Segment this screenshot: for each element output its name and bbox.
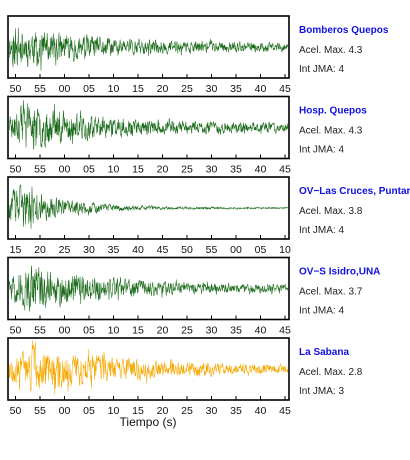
acel-max-label: Acel. Max. 2.8	[299, 367, 363, 378]
acel-max-label: Acel. Max. 3.8	[299, 206, 363, 217]
tick-label: 50	[10, 325, 22, 337]
tick-label: 15	[132, 83, 144, 95]
tick-label: 40	[132, 244, 144, 256]
int-jma-label: Int JMA: 4	[299, 145, 344, 156]
tick-label: 45	[279, 83, 291, 95]
tick-label: 40	[255, 164, 267, 176]
tick-label: 40	[255, 325, 267, 337]
waveform-trace	[8, 27, 289, 71]
tick-label: 45	[157, 244, 169, 256]
tick-label: 30	[206, 325, 218, 337]
tick-label: 55	[34, 325, 46, 337]
tick-label: 15	[132, 405, 144, 417]
x-axis-title: Tiempo (s)	[120, 415, 177, 429]
station-panel: 50 55 00 05 10 15 20 25 30 35 40 45 Bomberos Quepos A…	[7, 15, 389, 95]
tick-label: 20	[157, 164, 169, 176]
tick-label: 05	[255, 244, 267, 256]
tick-label: 00	[59, 405, 71, 417]
tick-label: 25	[181, 405, 193, 417]
tick-label: 05	[83, 405, 95, 417]
int-jma-label: Int JMA: 3	[299, 386, 344, 397]
tick-label: 55	[206, 244, 218, 256]
station-name: OV−S Isidro,UNA	[299, 267, 380, 278]
waveform-trace	[8, 340, 289, 395]
tick-label: 20	[157, 83, 169, 95]
tick-label: 55	[34, 405, 46, 417]
acel-max-label: Acel. Max. 4.3	[299, 45, 363, 56]
waveform-trace	[8, 265, 289, 312]
station-name: La Sabana	[299, 347, 349, 358]
tick-label: 10	[108, 83, 120, 95]
tick-label: 15	[10, 244, 22, 256]
panel-frame	[7, 176, 290, 240]
tick-label: 20	[157, 405, 169, 417]
tick-label: 30	[83, 244, 95, 256]
tick-label: 50	[10, 83, 22, 95]
tick-label: 35	[230, 405, 242, 417]
tick-label: 45	[279, 405, 291, 417]
station-panel: 50 55 00 05 10 15 20 25 30 35 40 45 La Sabana Acel. M…	[7, 337, 363, 417]
tick-label: 45	[279, 325, 291, 337]
tick-label: 30	[206, 405, 218, 417]
station-name: Bomberos Quepos	[299, 25, 389, 36]
tick-label: 35	[230, 83, 242, 95]
tick-label: 10	[108, 405, 120, 417]
acel-max-label: Acel. Max. 3.7	[299, 287, 363, 298]
tick-label: 10	[279, 244, 291, 256]
tick-label: 25	[181, 325, 193, 337]
station-name: Hosp. Quepos	[299, 106, 367, 117]
tick-label: 50	[10, 405, 22, 417]
tick-label: 05	[83, 83, 95, 95]
tick-label: 10	[108, 164, 120, 176]
tick-label: 30	[206, 164, 218, 176]
tick-label: 20	[34, 244, 46, 256]
tick-label: 40	[255, 405, 267, 417]
tick-label: 00	[59, 325, 71, 337]
tick-label: 35	[230, 164, 242, 176]
panel-frame	[7, 256, 290, 321]
tick-label: 50	[181, 244, 193, 256]
tick-label: 25	[181, 164, 193, 176]
tick-label: 25	[181, 83, 193, 95]
tick-label: 55	[34, 164, 46, 176]
station-panel: 50 55 00 05 10 15 20 25 30 35 40 45 Hosp. Quepos Acel…	[7, 95, 367, 176]
station-panel: 50 55 00 05 10 15 20 25 30 35 40 45 OV−S Isidro,UNA A…	[7, 256, 380, 337]
panel-frame	[7, 95, 290, 160]
tick-label: 55	[34, 83, 46, 95]
tick-label: 05	[83, 164, 95, 176]
station-panel: 15 20 25 30 35 40 45 50 55 00 05 10 OV−Las Cruces, P…	[7, 176, 410, 256]
tick-label: 30	[206, 83, 218, 95]
station-name: OV−Las Cruces, Puntar	[299, 186, 410, 197]
tick-label: 20	[157, 325, 169, 337]
tick-label: 00	[59, 164, 71, 176]
panel-frame	[7, 337, 290, 401]
tick-label: 15	[132, 325, 144, 337]
tick-label: 25	[59, 244, 71, 256]
tick-label: 50	[10, 164, 22, 176]
tick-label: 00	[230, 244, 242, 256]
int-jma-label: Int JMA: 4	[299, 225, 344, 236]
int-jma-label: Int JMA: 4	[299, 306, 344, 317]
waveform-trace	[8, 100, 289, 150]
tick-label: 15	[132, 164, 144, 176]
waveform-trace	[8, 184, 289, 229]
tick-label: 40	[255, 83, 267, 95]
tick-label: 00	[59, 83, 71, 95]
tick-label: 45	[279, 164, 291, 176]
tick-label: 35	[230, 325, 242, 337]
tick-label: 35	[108, 244, 120, 256]
acel-max-label: Acel. Max. 4.3	[299, 126, 363, 137]
panel-frame	[7, 15, 290, 79]
int-jma-label: Int JMA: 4	[299, 64, 344, 75]
tick-label: 10	[108, 325, 120, 337]
tick-label: 05	[83, 325, 95, 337]
